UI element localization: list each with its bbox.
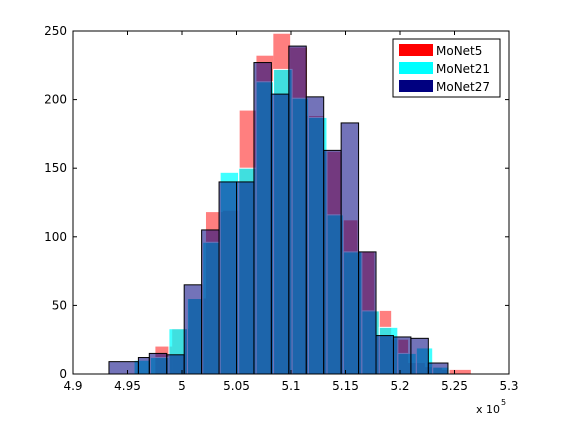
legend-swatch bbox=[399, 44, 433, 56]
histogram-bar bbox=[358, 251, 377, 375]
histogram-bar bbox=[305, 96, 325, 375]
histogram-bar bbox=[148, 352, 168, 375]
histogram-bar bbox=[253, 62, 272, 375]
histogram-bar bbox=[323, 149, 342, 375]
legend-label: MoNet21 bbox=[436, 62, 490, 76]
histogram-bar bbox=[183, 284, 203, 375]
histogram-bar bbox=[375, 335, 394, 375]
histogram-bar bbox=[236, 181, 255, 375]
histogram-bar bbox=[137, 357, 150, 375]
legend-label: MoNet5 bbox=[436, 44, 482, 58]
histogram-bar bbox=[410, 337, 429, 375]
y-axis: 0 50 100 150 200 250 bbox=[44, 24, 509, 381]
legend: MoNet5 MoNet21 MoNet27 bbox=[392, 38, 501, 98]
y-tick-label: 50 bbox=[52, 298, 67, 312]
x-exponent-base: x 10 bbox=[476, 403, 500, 416]
y-tick-label: 0 bbox=[59, 367, 67, 381]
legend-swatch bbox=[399, 80, 433, 92]
legend-label: MoNet27 bbox=[436, 80, 490, 94]
y-tick-label: 250 bbox=[44, 24, 67, 38]
histogram-bar bbox=[108, 361, 139, 375]
x-tick-label: 5.1 bbox=[281, 379, 300, 393]
x-tick-label: 5 bbox=[178, 379, 186, 393]
x-exponent-label: x 10 5 bbox=[476, 398, 506, 416]
x-tick-label: 5.15 bbox=[332, 379, 359, 393]
x-tick-label: 5.2 bbox=[390, 379, 409, 393]
legend-swatch bbox=[399, 62, 433, 74]
x-tick-label: 5.05 bbox=[223, 379, 250, 393]
x-tick-label: 5.3 bbox=[499, 379, 518, 393]
histogram-bar bbox=[270, 93, 290, 375]
y-tick-label: 150 bbox=[44, 161, 67, 175]
x-tick-label: 4.9 bbox=[63, 379, 82, 393]
x-tick-label: 5.25 bbox=[441, 379, 468, 393]
histogram-bar bbox=[427, 362, 449, 375]
y-tick-label: 200 bbox=[44, 93, 67, 107]
x-tick-label: 4.95 bbox=[114, 379, 141, 393]
histogram-bar bbox=[392, 336, 412, 375]
x-exponent-power: 5 bbox=[501, 398, 506, 407]
histogram-bar bbox=[201, 229, 220, 375]
histogram-bar bbox=[288, 45, 307, 375]
histogram-bar bbox=[218, 181, 237, 375]
y-tick-label: 100 bbox=[44, 230, 67, 244]
x-axis: 4.9 4.95 5 5.05 5.1 5.15 5.2 5.25 5.3 bbox=[63, 31, 519, 393]
histogram-bars bbox=[108, 33, 471, 375]
histogram-bar bbox=[340, 122, 360, 375]
histogram-bar bbox=[441, 369, 471, 374]
